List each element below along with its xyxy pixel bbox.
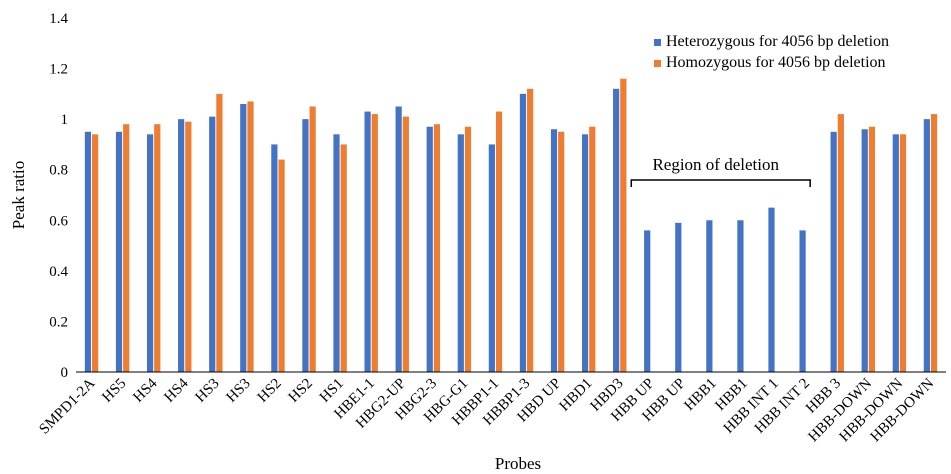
bar-homozygous	[620, 78, 627, 372]
x-tick-label: SMPD1-2A	[36, 375, 98, 437]
bar-homozygous	[309, 106, 316, 372]
bar-heterozygous	[799, 230, 806, 372]
bar-heterozygous	[581, 134, 589, 372]
bar-heterozygous	[302, 119, 309, 373]
bar-heterozygous	[333, 134, 340, 372]
y-axis-title: Peak ratio	[9, 161, 28, 229]
deletion-bracket	[630, 179, 811, 187]
x-tick-label: HS2	[286, 376, 316, 406]
bar-homozygous	[589, 126, 596, 372]
legend-label: Homozygous for 4056 bp deletion	[666, 54, 886, 71]
y-tick-label: 1	[61, 112, 69, 128]
bar-homozygous	[340, 144, 347, 372]
legend-swatch	[654, 39, 661, 46]
x-axis-title: Probes	[495, 454, 541, 473]
bar-homozygous	[868, 126, 876, 372]
bar-heterozygous	[209, 116, 216, 372]
bar-homozygous	[930, 114, 938, 372]
bar-homozygous	[216, 93, 223, 372]
x-tick-label: HS2	[255, 376, 285, 406]
bar-heterozygous	[706, 220, 713, 372]
y-tick-label: 0.6	[49, 213, 68, 229]
bar-heterozygous	[271, 144, 278, 372]
bar-heterozygous	[550, 129, 558, 372]
bar-homozygous	[185, 121, 192, 373]
y-tick-label: 1.4	[49, 11, 68, 27]
bar-heterozygous	[240, 103, 247, 372]
bar-heterozygous	[426, 126, 433, 372]
bar-heterozygous	[613, 88, 620, 373]
bar-heterozygous	[737, 220, 744, 372]
x-tick-label: HBB1	[681, 376, 719, 414]
y-tick-label: 0.2	[49, 314, 68, 330]
bar-homozygous	[433, 124, 441, 372]
bar-homozygous	[495, 111, 503, 373]
y-tick-label: 1.2	[49, 62, 68, 78]
bar-heterozygous	[519, 93, 527, 372]
deletion-label: Region of deletion	[652, 155, 779, 174]
bar-homozygous	[154, 124, 161, 372]
bar-heterozygous	[84, 131, 92, 372]
y-tick-label: 0.8	[49, 163, 68, 179]
deletion-region-annotation: Region of deletion	[630, 155, 811, 187]
bar-heterozygous	[395, 106, 402, 372]
bar-heterozygous	[146, 134, 154, 372]
bar-heterozygous	[457, 134, 464, 372]
bar-homozygous	[278, 159, 285, 372]
bar-heterozygous	[644, 230, 651, 372]
bar-heterozygous	[115, 131, 123, 372]
bar-heterozygous	[488, 144, 495, 372]
x-tick-label: HS3	[224, 376, 254, 406]
bar-homozygous	[247, 101, 254, 372]
bar-heterozygous	[768, 207, 775, 372]
x-tick-label: HS5	[99, 376, 129, 406]
bar-homozygous	[837, 114, 844, 372]
x-tick-label: HS3	[192, 376, 222, 406]
y-axis-ticks: 0 0.2 0.4 0.6 0.8 1 1.2 1.4	[49, 11, 68, 381]
bar-homozygous	[123, 124, 130, 372]
bar-homozygous	[371, 114, 378, 372]
bar-homozygous	[464, 126, 472, 372]
bar-homozygous	[402, 116, 409, 372]
y-tick-label: 0	[61, 365, 69, 381]
y-tick-label: 0.4	[49, 264, 68, 280]
legend-swatch	[654, 60, 661, 67]
bar-homozygous	[92, 134, 99, 372]
bar-homozygous	[527, 88, 534, 373]
bar-heterozygous	[830, 131, 837, 372]
bar-heterozygous	[364, 111, 371, 373]
bar-heterozygous	[675, 222, 682, 372]
bar-heterozygous	[178, 119, 185, 373]
legend: Heterozygous for 4056 bp deletion Homozyg…	[654, 33, 889, 71]
bar-heterozygous	[892, 134, 899, 372]
legend-label: Heterozygous for 4056 bp deletion	[666, 33, 889, 50]
x-axis-ticks: SMPD1-2A HS5 HS4 HS4 HS3 HS3 HS2 HS2 HS1HBE1-1HB…	[36, 375, 937, 445]
bar-heterozygous	[861, 129, 868, 372]
x-tick-label: HS4	[130, 375, 161, 406]
x-tick-label: HBD1	[556, 376, 595, 415]
bars	[84, 78, 938, 373]
x-tick-label: HS4	[161, 375, 192, 406]
bar-homozygous	[899, 134, 907, 372]
bar-heterozygous	[923, 119, 930, 373]
bar-homozygous	[558, 131, 565, 372]
